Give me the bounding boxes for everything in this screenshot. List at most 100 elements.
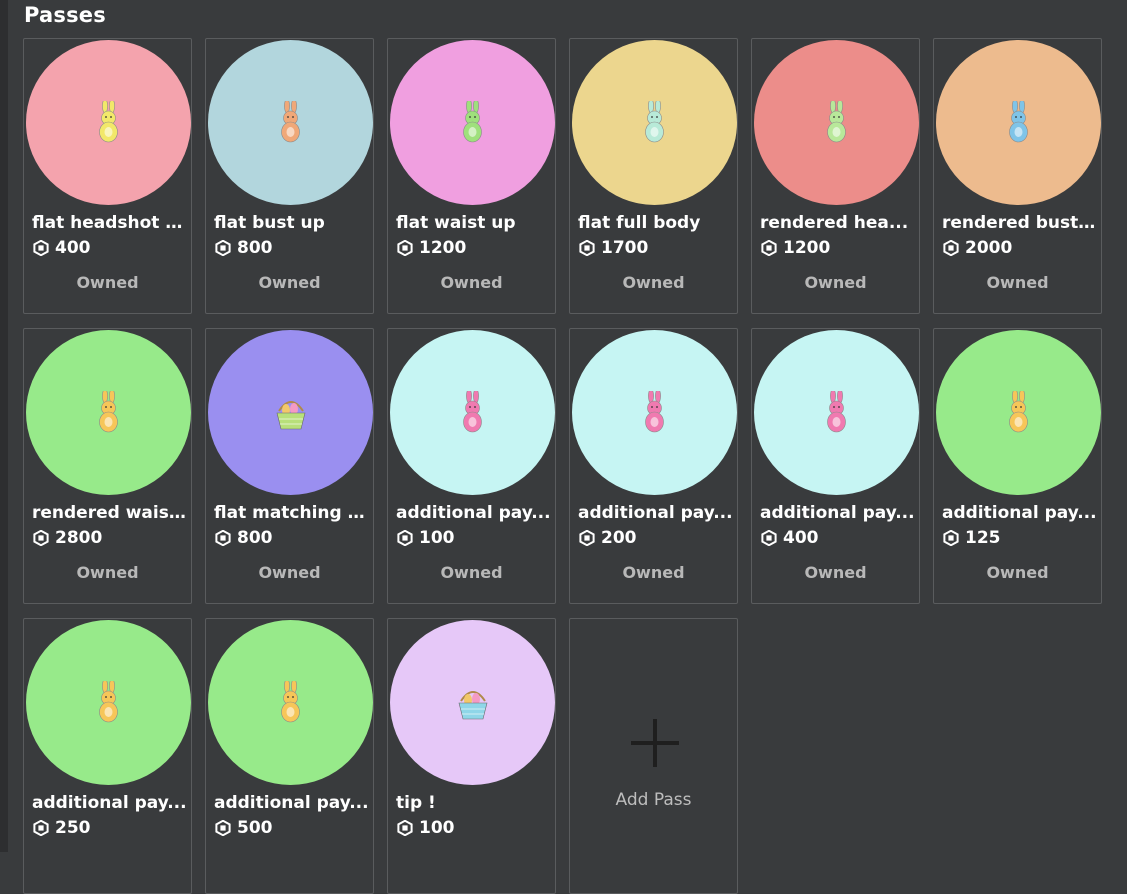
- bunny-icon: [462, 390, 482, 432]
- price-row: 400: [761, 528, 819, 548]
- pass-price: 200: [601, 528, 637, 548]
- pass-thumbnail[interactable]: [26, 40, 191, 205]
- add-pass-card[interactable]: Add Pass: [569, 618, 738, 894]
- pass-name[interactable]: flat bust up: [214, 213, 325, 233]
- pass-name[interactable]: rendered hea...: [760, 213, 909, 233]
- pass-thumbnail[interactable]: [26, 330, 191, 495]
- pass-thumbnail[interactable]: [208, 330, 373, 495]
- pass-card[interactable]: tip ! 100: [387, 618, 556, 894]
- pass-card[interactable]: additional pay... 200 Owned: [569, 328, 738, 604]
- pass-price: 250: [55, 818, 91, 838]
- owned-label: Owned: [440, 563, 503, 582]
- pass-price: 800: [237, 238, 273, 258]
- pass-card[interactable]: rendered wais... 2800 Owned: [23, 328, 192, 604]
- bunny-icon: [644, 100, 664, 142]
- price-row: 200: [579, 528, 637, 548]
- pass-name[interactable]: flat full body: [578, 213, 701, 233]
- owned-label: Owned: [804, 273, 867, 292]
- owned-label: Owned: [622, 273, 685, 292]
- bunny-icon: [1008, 100, 1028, 142]
- robux-icon: [33, 240, 49, 256]
- pass-thumbnail[interactable]: [936, 330, 1101, 495]
- pass-price: 100: [419, 528, 455, 548]
- owned-label: Owned: [986, 563, 1049, 582]
- bunny-icon: [280, 680, 300, 722]
- owned-label: Owned: [258, 563, 321, 582]
- page-title: Passes: [24, 3, 106, 27]
- pass-name[interactable]: rendered wais...: [32, 503, 187, 523]
- pass-card[interactable]: additional pay... 100 Owned: [387, 328, 556, 604]
- pass-card[interactable]: flat full body 1700 Owned: [569, 38, 738, 314]
- pass-card[interactable]: additional pay... 400 Owned: [751, 328, 920, 604]
- pass-card[interactable]: additional pay... 250: [23, 618, 192, 894]
- bunny-icon: [644, 390, 664, 432]
- robux-icon: [215, 530, 231, 546]
- pass-card[interactable]: additional pay... 125 Owned: [933, 328, 1102, 604]
- owned-label: Owned: [76, 563, 139, 582]
- pass-price: 400: [783, 528, 819, 548]
- pass-name[interactable]: tip !: [396, 793, 436, 813]
- plus-icon: [631, 719, 679, 767]
- pass-price: 125: [965, 528, 1001, 548]
- pass-name[interactable]: additional pay...: [396, 503, 551, 523]
- price-row: 500: [215, 818, 273, 838]
- bunny-icon: [98, 100, 118, 142]
- passes-grid: flat headshot i... 400 Owned flat bust u…: [23, 38, 1102, 894]
- pass-thumbnail[interactable]: [572, 40, 737, 205]
- pass-name[interactable]: additional pay...: [942, 503, 1097, 523]
- price-row: 1200: [397, 238, 466, 258]
- pass-card[interactable]: flat waist up 1200 Owned: [387, 38, 556, 314]
- price-row: 800: [215, 238, 273, 258]
- pass-price: 1700: [601, 238, 649, 258]
- robux-icon: [33, 820, 49, 836]
- pass-name[interactable]: additional pay...: [214, 793, 369, 813]
- price-row: 100: [397, 528, 455, 548]
- robux-icon: [761, 530, 777, 546]
- robux-icon: [579, 530, 595, 546]
- add-pass-label: Add Pass: [615, 790, 692, 810]
- pass-name[interactable]: flat waist up: [396, 213, 516, 233]
- pass-thumbnail[interactable]: [754, 330, 919, 495]
- pass-price: 100: [419, 818, 455, 838]
- pass-thumbnail[interactable]: [572, 330, 737, 495]
- pass-thumbnail[interactable]: [208, 40, 373, 205]
- robux-icon: [761, 240, 777, 256]
- pass-card[interactable]: rendered hea... 1200 Owned: [751, 38, 920, 314]
- pass-card[interactable]: flat matching i... 800 Owned: [205, 328, 374, 604]
- price-row: 250: [33, 818, 91, 838]
- pass-thumbnail[interactable]: [26, 620, 191, 785]
- pass-thumbnail[interactable]: [754, 40, 919, 205]
- easter-basket-icon: [276, 400, 305, 429]
- price-row: 125: [943, 528, 1001, 548]
- pass-thumbnail[interactable]: [936, 40, 1101, 205]
- pass-thumbnail[interactable]: [390, 330, 555, 495]
- robux-icon: [397, 530, 413, 546]
- owned-label: Owned: [76, 273, 139, 292]
- pass-name[interactable]: additional pay...: [32, 793, 187, 813]
- pass-price: 1200: [419, 238, 467, 258]
- robux-icon: [579, 240, 595, 256]
- pass-card[interactable]: rendered bust... 2000 Owned: [933, 38, 1102, 314]
- pass-name[interactable]: flat matching i...: [214, 503, 369, 523]
- price-row: 1700: [579, 238, 648, 258]
- bunny-icon: [280, 100, 300, 142]
- left-edge: [0, 0, 8, 852]
- robux-icon: [397, 240, 413, 256]
- robux-icon: [943, 240, 959, 256]
- bunny-icon: [98, 390, 118, 432]
- pass-thumbnail[interactable]: [208, 620, 373, 785]
- pass-card[interactable]: flat bust up 800 Owned: [205, 38, 374, 314]
- pass-thumbnail[interactable]: [390, 620, 555, 785]
- pass-name[interactable]: additional pay...: [578, 503, 733, 523]
- pass-name[interactable]: additional pay...: [760, 503, 915, 523]
- owned-label: Owned: [622, 563, 685, 582]
- pass-thumbnail[interactable]: [390, 40, 555, 205]
- bunny-icon: [462, 100, 482, 142]
- pass-name[interactable]: rendered bust...: [942, 213, 1097, 233]
- pass-card[interactable]: additional pay... 500: [205, 618, 374, 894]
- pass-name[interactable]: flat headshot i...: [32, 213, 187, 233]
- price-row: 2800: [33, 528, 102, 548]
- bunny-icon: [1008, 390, 1028, 432]
- robux-icon: [215, 240, 231, 256]
- pass-card[interactable]: flat headshot i... 400 Owned: [23, 38, 192, 314]
